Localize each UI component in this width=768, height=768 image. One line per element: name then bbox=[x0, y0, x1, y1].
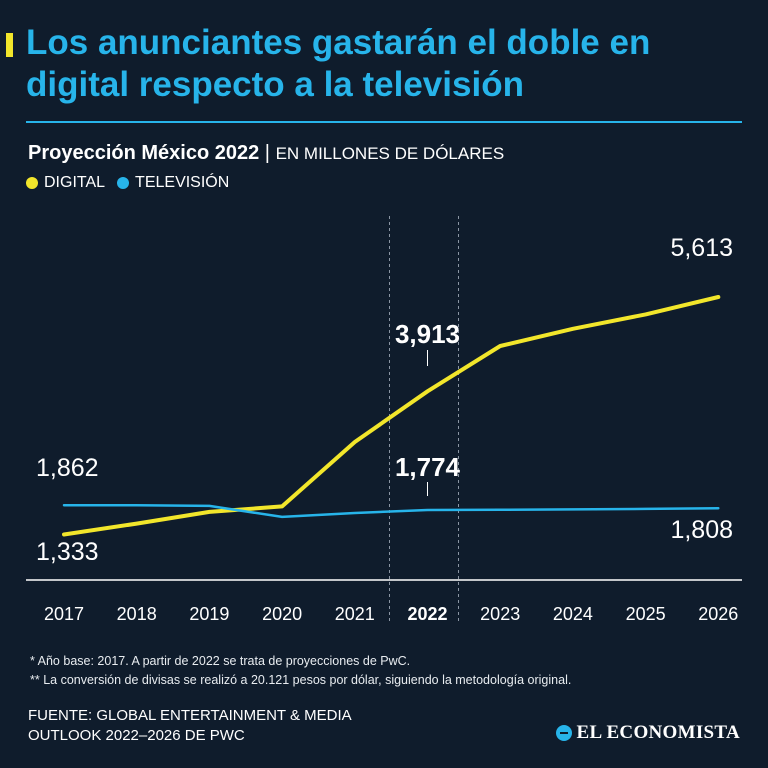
series-line-digital bbox=[62, 295, 721, 537]
subtitle-unit: EN MILLONES DE DÓLARES bbox=[275, 144, 505, 163]
data-label-digital-2026: 5,613 bbox=[670, 234, 733, 262]
series-line-tv bbox=[62, 503, 720, 519]
footnotes: * Año base: 2017. A partir de 2022 se tr… bbox=[30, 652, 571, 690]
x-tick-label-2018: 2018 bbox=[117, 604, 157, 624]
chart-title: Los anunciantes gastarán el doble en dig… bbox=[26, 23, 651, 104]
data-label-digital-2022: 3,913 bbox=[395, 319, 460, 349]
title-accent-bar bbox=[6, 33, 13, 57]
legend-dot-tv bbox=[117, 177, 130, 189]
source-line-2: OUTLOOK 2022–2026 DE PWC bbox=[28, 727, 245, 744]
x-tick-label-2020: 2020 bbox=[262, 604, 302, 624]
brand-logo: EL ECONOMISTA bbox=[555, 722, 741, 744]
subtitle-main: Proyección México 2022 bbox=[28, 142, 260, 164]
source-line-1: FUENTE: GLOBAL ENTERTAINMENT & MEDIA bbox=[28, 707, 352, 724]
data-label-televisin-2026: 1,808 bbox=[670, 516, 733, 544]
subtitle-separator: | bbox=[264, 142, 270, 164]
title-divider bbox=[26, 121, 742, 123]
x-tick-label-2023: 2023 bbox=[480, 604, 520, 624]
legend-label-tv: TELEVISIÓN bbox=[135, 174, 230, 191]
data-label-digital-2017: 1,333 bbox=[36, 538, 99, 566]
legend-dot-digital bbox=[26, 177, 38, 189]
data-label-televisin-2017: 1,862 bbox=[36, 454, 99, 482]
brand-name: EL ECONOMISTA bbox=[576, 722, 740, 743]
data-label-televisin-2022: 1,774 bbox=[395, 452, 461, 482]
x-tick-label-2022: 2022 bbox=[407, 604, 447, 624]
source-text: FUENTE: GLOBAL ENTERTAINMENT & MEDIA OUT… bbox=[28, 706, 352, 746]
x-tick-label-2024: 2024 bbox=[553, 604, 593, 624]
legend-label-digital: DIGITAL bbox=[44, 174, 106, 191]
brand-icon bbox=[555, 725, 572, 741]
x-tick-label-2019: 2019 bbox=[189, 604, 229, 624]
footnote-1: * Año base: 2017. A partir de 2022 se tr… bbox=[30, 654, 411, 668]
x-tick-label-2017: 2017 bbox=[44, 604, 84, 624]
x-tick-label-2021: 2021 bbox=[335, 604, 375, 624]
footnote-2: ** La conversión de divisas se realizó a… bbox=[30, 673, 572, 687]
legend-item-tv: TELEVISIÓN bbox=[117, 174, 229, 192]
x-tick-label-2025: 2025 bbox=[626, 604, 666, 624]
chart-subtitle: Proyección México 2022 | EN MILLONES DE … bbox=[28, 142, 504, 165]
x-tick-label-2026: 2026 bbox=[698, 604, 738, 624]
legend-item-digital: DIGITAL bbox=[26, 174, 105, 192]
chart-legend: DIGITAL TELEVISIÓN bbox=[26, 174, 229, 192]
